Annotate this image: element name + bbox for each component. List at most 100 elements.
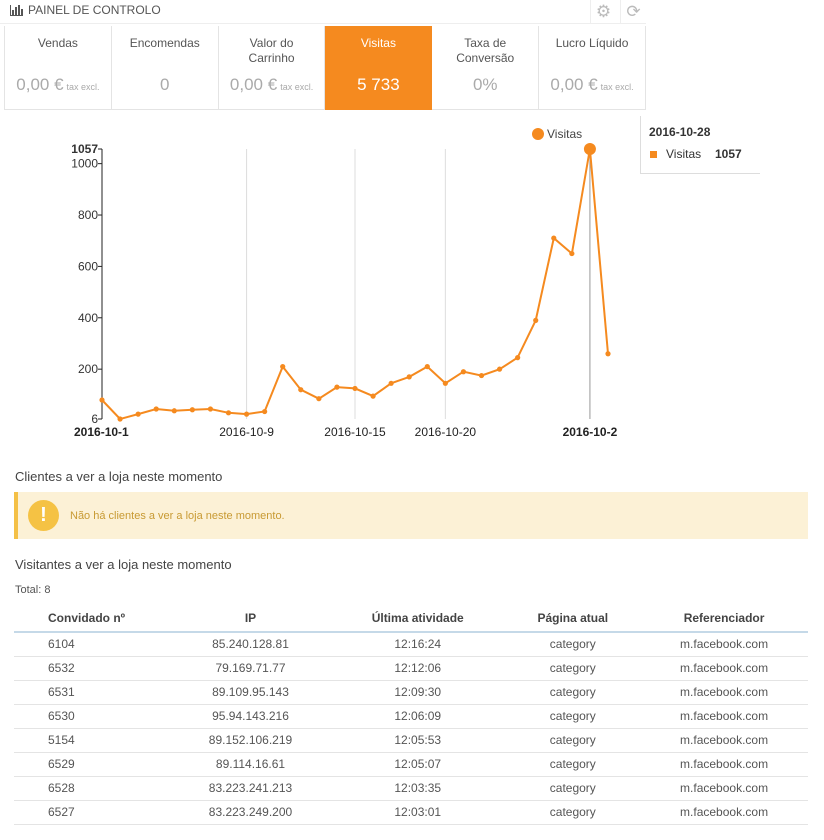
kpi-cart-value[interactable]: Valor do Carrinho 0,00 € tax excl. — [218, 26, 326, 110]
y-tick-label: 400 — [78, 311, 98, 325]
last-activity-cell: 12:05:07 — [330, 752, 506, 777]
data-point — [442, 380, 448, 386]
current-page-cell: category — [505, 728, 641, 753]
column-header: Última atividade — [330, 604, 506, 633]
data-point — [406, 374, 412, 380]
column-header: Convidado nº — [14, 604, 171, 633]
ip-cell: 95.94.143.216 — [171, 704, 330, 729]
kpi-value-wrap: 0% — [432, 75, 538, 95]
legend-label[interactable]: Visitas — [547, 127, 583, 141]
column-header: Página atual — [505, 604, 641, 633]
referrer-cell: m.facebook.com — [640, 752, 808, 777]
x-tick-label: 2016-10-1 — [74, 425, 129, 439]
dashboard-header: PAINEL DE CONTROLO ⚙ ⟳ — [0, 0, 646, 24]
table-row: 6531 89.109.95.143 12:09:30 category m.faceb… — [14, 680, 808, 705]
tooltip-date: 2016-10-28 — [649, 125, 711, 139]
current-page-cell: category — [505, 656, 641, 681]
data-point — [334, 384, 340, 390]
data-point — [370, 393, 376, 399]
x-tick-label: 2016-10-2 — [563, 425, 618, 439]
kpi-suffix: tax excl. — [600, 82, 634, 92]
table-row: 6530 95.94.143.216 12:06:09 category m.faceb… — [14, 704, 808, 729]
referrer-cell: m.facebook.com — [640, 776, 808, 801]
data-point — [460, 369, 467, 375]
y-tick-label: 800 — [78, 208, 98, 222]
chart-tooltip: 2016-10-28 Visitas 1057 — [640, 116, 760, 174]
last-activity-cell: 12:16:24 — [330, 632, 506, 657]
referrer-cell: m.facebook.com — [640, 632, 808, 657]
last-activity-cell: 12:03:01 — [330, 800, 506, 825]
last-activity-cell: 12:03:35 — [330, 776, 506, 801]
x-tick-label: 2016-10-9 — [219, 425, 274, 439]
ip-cell: 89.114.16.61 — [171, 752, 330, 777]
kpi-net-profit[interactable]: Lucro Líquido 0,00 € tax excl. — [539, 26, 646, 110]
data-point — [262, 408, 268, 415]
tooltip-marker — [650, 151, 657, 158]
data-point — [605, 351, 611, 357]
kpi-value-wrap: 0,00 € tax excl. — [539, 75, 645, 95]
kpi-visits[interactable]: Visitas 5 733 — [325, 26, 433, 110]
data-point — [583, 143, 596, 155]
guest-id-cell: 6530 — [14, 704, 171, 729]
kpi-label: Visitas — [360, 36, 396, 50]
guest-id-cell: 6527 — [14, 800, 171, 825]
table-row: 6528 83.223.241.213 12:03:35 category m.face… — [14, 776, 808, 801]
current-page-cell: category — [505, 800, 641, 825]
visits-chart: 6 200 400 600 800 1000 1057 2016-10-1 2016-10-9 2… — [60, 112, 650, 442]
referrer-cell: m.facebook.com — [640, 728, 808, 753]
column-header: IP — [171, 604, 330, 633]
ip-cell: 83.223.249.200 — [171, 800, 330, 825]
kpi-label: Lucro Líquido — [555, 36, 629, 50]
guest-id-cell: 6532 — [14, 656, 171, 681]
kpi-label: Valor do Carrinho — [248, 36, 295, 65]
tooltip-label: Visitas — [666, 147, 702, 161]
ip-cell: 83.223.241.213 — [171, 776, 330, 801]
kpi-value-wrap: 5 733 — [325, 75, 431, 95]
data-point — [225, 410, 232, 416]
current-page-cell: category — [505, 776, 641, 801]
kpi-value: 0,00 € — [16, 75, 64, 94]
referrer-cell: m.facebook.com — [640, 656, 808, 681]
data-point — [280, 363, 286, 370]
last-activity-cell: 12:05:53 — [330, 728, 506, 753]
data-point — [316, 396, 322, 402]
kpi-value: 0% — [472, 75, 498, 94]
data-point — [515, 355, 521, 361]
warning-icon: ! — [28, 500, 59, 531]
referrer-cell: m.facebook.com — [640, 800, 808, 825]
visitors-table: Convidado nº IP Última atividade Página … — [14, 604, 808, 825]
no-clients-alert: ! Não há clientes a ver a loja neste mom… — [14, 492, 808, 539]
data-point — [117, 416, 123, 422]
kpi-sales[interactable]: Vendas 0,00 € tax excl. — [4, 26, 112, 110]
data-point — [496, 366, 503, 372]
current-page-cell: category — [505, 752, 641, 777]
data-point — [533, 317, 539, 323]
kpi-value-wrap: 0,00 € tax excl. — [5, 75, 111, 95]
kpi-orders[interactable]: Encomendas 0 — [111, 26, 219, 110]
x-tick-label: 2016-10-20 — [415, 425, 477, 439]
kpi-conversion[interactable]: Taxa de Conversão 0% — [432, 26, 540, 110]
refresh-icon[interactable]: ⟳ — [620, 0, 646, 24]
y-tick-label: 1057 — [71, 142, 98, 156]
guest-id-cell: 6104 — [14, 632, 171, 657]
panel-title: PAINEL DE CONTROLO — [28, 3, 161, 17]
data-point — [478, 372, 485, 379]
legend-marker[interactable] — [532, 128, 544, 140]
visitors-title: Visitantes a ver a loja neste momento — [15, 557, 232, 572]
kpi-suffix: tax excl. — [280, 82, 314, 92]
online-clients-title: Clientes a ver a loja neste momento — [15, 469, 223, 484]
table-row: 6527 83.223.249.200 12:03:01 category m.face… — [14, 800, 808, 825]
kpi-label: Taxa de Conversão — [456, 36, 515, 65]
kpi-value: 0,00 € — [229, 75, 278, 94]
data-point — [243, 411, 250, 417]
gear-icon[interactable]: ⚙ — [590, 0, 616, 24]
current-page-cell: category — [505, 680, 641, 705]
data-point — [388, 380, 394, 386]
referrer-cell: m.facebook.com — [640, 704, 808, 729]
x-tick-label: 2016-10-15 — [324, 425, 386, 439]
data-point — [352, 385, 358, 392]
kpi-tabs: Vendas 0,00 € tax excl. Encomendas 0 Valo… — [4, 26, 646, 110]
table-row: 6529 89.114.16.61 12:05:07 category m.facebo… — [14, 752, 808, 777]
data-point — [207, 406, 214, 412]
